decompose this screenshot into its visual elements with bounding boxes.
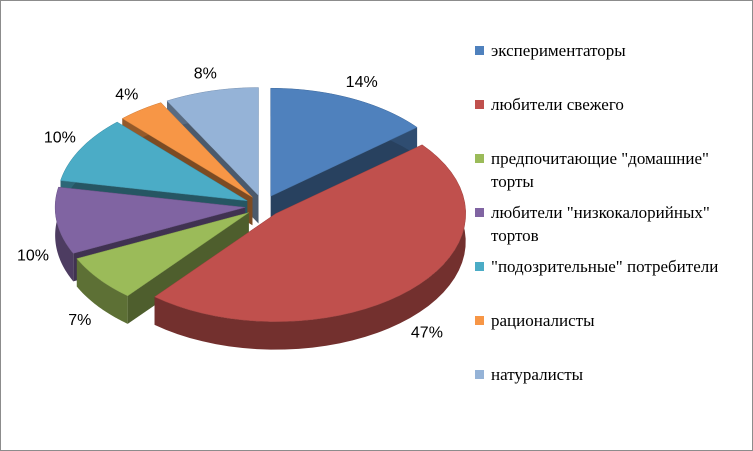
slice [76,212,249,297]
data-label: 8% [194,66,217,83]
slice-side [55,187,74,282]
legend-label: натуралисты [491,365,584,384]
legend-swatch [475,154,484,163]
legend-item: любители свежего [473,93,723,147]
legend-label: рационалисты [491,311,595,330]
legend-item: натуралисты [473,363,723,417]
data-label: 7% [68,312,91,329]
slice [154,144,466,322]
data-label: 14% [346,74,378,91]
slice [270,87,418,197]
legend: экспериментаторы любители свежего предпочи… [473,39,723,417]
legend-label: "подозрительные" потребители [491,257,719,276]
slice-group [154,144,466,350]
legend-swatch [475,316,484,325]
legend-swatch [475,370,484,379]
data-label: 10% [17,248,49,265]
legend-label: любители свежего [491,95,624,114]
legend-swatch [475,100,484,109]
legend-swatch [475,208,484,217]
legend-label: любители "низкокалорийных" тортов [491,203,710,245]
legend-label: предпочитающие "домашние" торты [491,149,709,191]
data-label: 47% [411,324,443,341]
slice [60,121,248,202]
legend-swatch [475,262,484,271]
legend-item: предпочитающие "домашние" торты [473,147,723,201]
data-label: 10% [44,130,76,147]
legend-swatch [475,46,484,55]
legend-item: экспериментаторы [473,39,723,93]
slice [54,186,246,254]
slice [166,87,259,197]
slice-side [76,258,128,324]
slice [121,102,253,198]
legend-item: "подозрительные" потребители [473,255,723,309]
legend-item: любители "низкокалорийных" тортов [473,201,723,255]
data-label: 4% [115,87,138,104]
legend-label: экспериментаторы [491,41,626,60]
legend-item: рационалисты [473,309,723,363]
